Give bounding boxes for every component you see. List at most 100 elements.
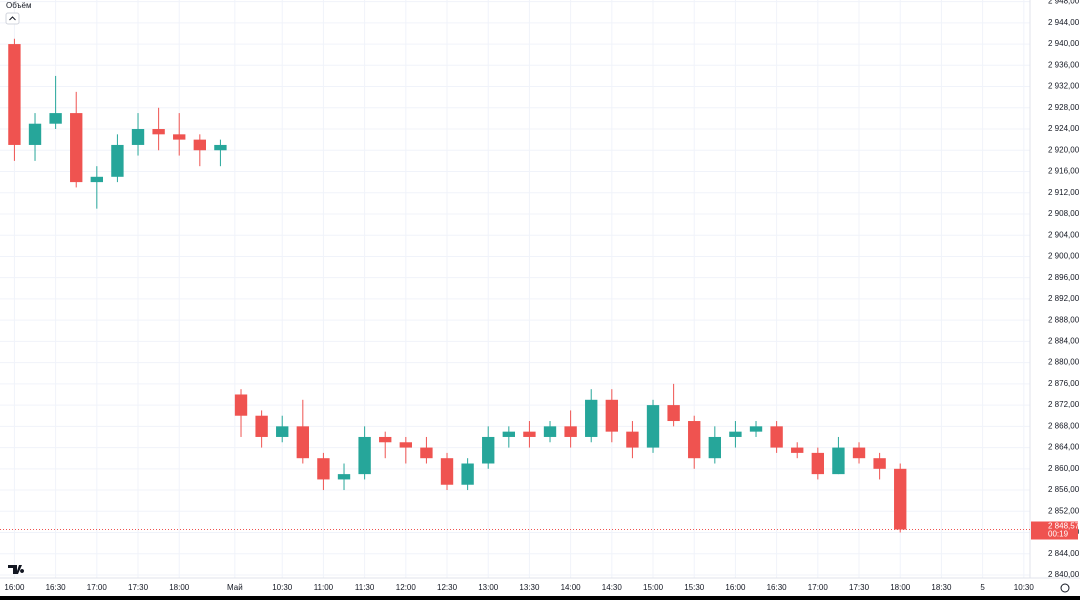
candle-body	[193, 139, 206, 151]
x-tick-label: 18:00	[890, 583, 911, 592]
x-tick-label: 18:30	[931, 583, 952, 592]
candle-body	[214, 144, 227, 151]
candle-body	[646, 405, 660, 448]
y-tick-label: 2 852,00	[1048, 506, 1080, 515]
x-tick-label: 17:30	[128, 583, 149, 592]
y-tick-label: 2 908,00	[1048, 209, 1080, 218]
x-tick-label: 12:30	[437, 583, 458, 592]
candle-body	[502, 431, 515, 437]
y-tick-label: 2 880,00	[1048, 358, 1080, 367]
y-tick-label: 2 912,00	[1048, 188, 1080, 197]
x-tick-label: 12:00	[396, 583, 417, 592]
y-tick-label: 2 916,00	[1048, 167, 1080, 176]
candle-body	[832, 447, 845, 475]
logo	[8, 565, 25, 574]
candle-body	[379, 436, 392, 443]
x-tick-label: 13:30	[519, 583, 540, 592]
candle-body	[605, 399, 618, 432]
y-tick-label: 2 924,00	[1048, 124, 1080, 133]
candle-body	[894, 468, 907, 530]
x-tick-label: Май	[227, 583, 243, 592]
candle-body	[770, 426, 783, 448]
y-tick-label: 2 884,00	[1048, 336, 1080, 345]
candle-body	[358, 436, 371, 475]
x-tick-label: 16:30	[767, 583, 788, 592]
candle-body	[255, 415, 268, 437]
y-tick-label: 2 932,00	[1048, 82, 1080, 91]
x-tick-label: 10:30	[1014, 583, 1035, 592]
collapse-button[interactable]	[5, 12, 20, 25]
y-tick-label: 2 844,00	[1048, 549, 1080, 558]
x-tick-label: 17:30	[849, 583, 870, 592]
x-tick-label: 11:00	[314, 583, 334, 592]
candle-body	[440, 458, 454, 485]
y-tick-label: 2 900,00	[1048, 252, 1080, 261]
candle-body	[749, 426, 763, 432]
axis-labels: 2 840,002 844,002 848,002 852,002 856,00…	[4, 0, 1079, 592]
y-tick-label: 2 904,00	[1048, 230, 1080, 239]
y-tick-label: 2 948,00	[1048, 0, 1080, 6]
candle-body	[28, 123, 42, 145]
y-tick-label: 2 920,00	[1048, 145, 1080, 154]
candle-body	[131, 129, 145, 145]
x-tick-label: 14:00	[561, 583, 582, 592]
candle-body	[667, 405, 680, 422]
candle-body	[70, 113, 83, 183]
x-tick-label: 11:30	[355, 583, 375, 592]
x-tick-label: 15:00	[643, 583, 664, 592]
candle-body	[852, 447, 866, 459]
y-tick-label: 2 892,00	[1048, 294, 1080, 303]
x-tick-label: 16:00	[4, 583, 25, 592]
y-tick-label: 2 864,00	[1048, 443, 1080, 452]
y-tick-label: 2 896,00	[1048, 273, 1080, 282]
y-tick-label: 2 876,00	[1048, 379, 1080, 388]
y-tick-label: 2 868,00	[1048, 421, 1080, 430]
x-tick-label: 5	[980, 583, 985, 592]
candle-body	[276, 426, 289, 437]
collapse-icon	[9, 16, 16, 21]
candle-body	[296, 426, 309, 459]
y-tick-label: 2 940,00	[1048, 39, 1080, 48]
candle-body	[811, 452, 824, 475]
y-tick-label: 2 888,00	[1048, 315, 1080, 324]
candle-body	[461, 463, 474, 485]
candle-body	[420, 447, 433, 459]
candle-body	[791, 447, 804, 453]
candle-body	[523, 431, 536, 437]
y-tick-label: 2 860,00	[1048, 464, 1080, 473]
settings-button[interactable]	[1060, 583, 1070, 593]
candle-body	[688, 421, 701, 459]
candle-body	[729, 431, 742, 437]
candle-body	[399, 442, 412, 448]
y-tick-label: 2 856,00	[1048, 485, 1080, 494]
candle-body	[873, 458, 886, 469]
y-tick-label: 2 840,00	[1048, 570, 1080, 579]
x-tick-label: 17:00	[808, 583, 829, 592]
candle-body	[708, 436, 721, 459]
current-price-box	[1031, 521, 1078, 540]
candle-body	[626, 431, 639, 448]
candle-body	[8, 44, 21, 145]
candle-body	[564, 426, 577, 437]
candle-body	[585, 399, 598, 437]
candle-body	[49, 113, 62, 124]
bottom-bar	[0, 596, 1080, 600]
current-price-label: 2 848,57	[1048, 522, 1080, 531]
candle-body	[152, 129, 165, 135]
x-tick-label: 16:00	[725, 583, 746, 592]
candle-body	[337, 474, 351, 480]
candle-body	[317, 458, 330, 480]
candle-body	[90, 176, 103, 183]
x-tick-label: 15:30	[684, 583, 705, 592]
candles	[8, 38, 907, 533]
candle-body	[543, 426, 557, 437]
x-tick-label: 13:00	[478, 583, 499, 592]
x-tick-label: 14:30	[602, 583, 623, 592]
x-tick-label: 18:00	[169, 583, 190, 592]
candle-body	[482, 436, 495, 464]
y-tick-label: 2 936,00	[1048, 60, 1080, 69]
